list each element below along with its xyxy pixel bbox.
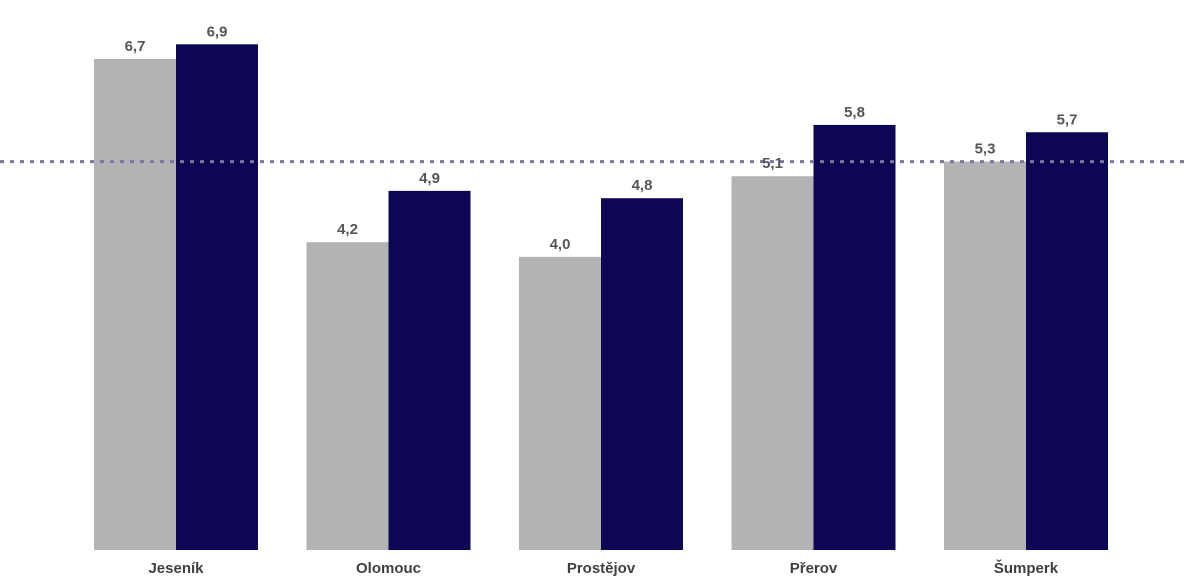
category-label-3: Přerov: [790, 560, 838, 577]
data-label-series-1-4: 5,3: [975, 141, 996, 158]
data-label-series-2-3: 5,8: [844, 104, 865, 121]
bar-series-2-4: [1026, 132, 1108, 551]
data-label-series-2-1: 4,9: [419, 170, 440, 187]
data-label-series-1-2: 4,0: [550, 236, 571, 253]
data-label-series-2-4: 5,7: [1057, 111, 1078, 128]
bar-series-1-3: [731, 176, 814, 550]
bar-series-1-4: [944, 161, 1026, 550]
bar-series-2-2: [601, 198, 683, 550]
data-label-series-1-0: 6,7: [125, 38, 146, 55]
category-label-1: Olomouc: [356, 560, 421, 577]
bar-series-1-1: [306, 242, 389, 551]
data-label-series-2-2: 4,8: [632, 177, 653, 194]
data-label-series-1-1: 4,2: [337, 221, 358, 238]
bars-layer: [94, 44, 1108, 551]
category-label-4: Šumperk: [994, 559, 1059, 577]
bar-series-2-3: [813, 124, 896, 550]
data-label-series-1-3: 5,1: [762, 155, 783, 172]
bar-series-2-0: [176, 44, 258, 551]
bar-series-1-2: [519, 256, 601, 550]
bar-series-2-1: [388, 190, 471, 550]
category-label-2: Prostějov: [567, 560, 636, 577]
labels-layer: 6,7 6,9 Jeseník 4,2 4,9 Olomouc 4,0 4,8 Prostějo…: [125, 23, 1078, 577]
category-label-0: Jeseník: [148, 560, 204, 577]
data-label-series-2-0: 6,9: [207, 23, 228, 40]
bar-series-1-0: [94, 58, 176, 551]
